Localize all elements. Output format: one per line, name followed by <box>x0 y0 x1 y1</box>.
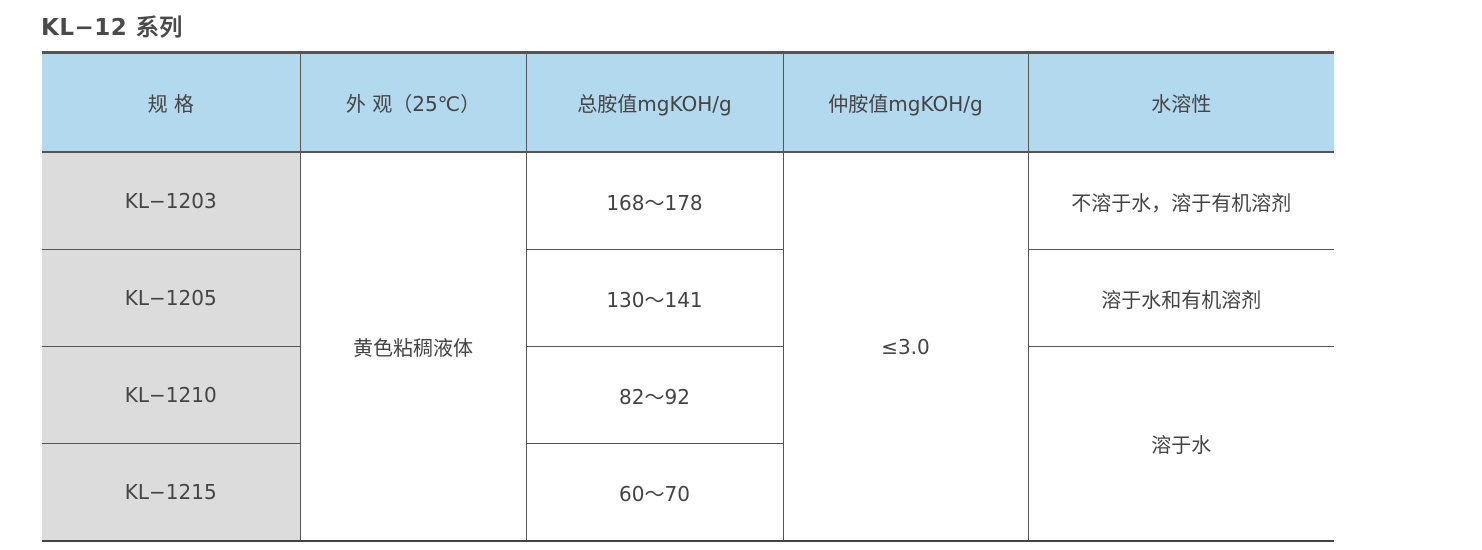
solubility-cell: 溶于水和有机溶剂 <box>1027 249 1334 347</box>
total-amine-cell: 82～92 <box>525 346 783 444</box>
total-amine-cell: 130～141 <box>525 249 783 347</box>
spec-cell: KL−1203 <box>42 152 300 250</box>
total-amine-cell: 168～178 <box>525 152 783 250</box>
solubility-cell: 不溶于水，溶于有机溶剂 <box>1027 152 1334 250</box>
total-amine-cell: 60～70 <box>525 443 783 542</box>
solubility-cell: 溶于水 <box>1027 346 1334 542</box>
page-title: KL−12 系列 <box>41 15 183 41</box>
table-row: KL−1210 82～92 溶于水 <box>42 346 1334 542</box>
header-row: 规 格 外 观（25℃） 总胺值mgKOH/g 仲胺值mgKOH/g 水溶性 <box>42 52 1334 153</box>
appearance-cell: 黄色粘稠液体 <box>299 152 526 542</box>
header-solubility: 水溶性 <box>1027 52 1334 153</box>
secondary-amine-cell: ≤3.0 <box>782 152 1028 542</box>
spec-cell: KL−1210 <box>42 346 300 444</box>
spec-cell: KL−1215 <box>42 443 300 542</box>
header-spec: 规 格 <box>42 52 300 153</box>
spec-cell: KL−1205 <box>42 249 300 347</box>
table-row: KL−1205 130～141 溶于水和有机溶剂 <box>42 249 1334 347</box>
table-row: KL−1203 黄色粘稠液体 168～178 ≤3.0 不溶于水，溶于有机溶剂 <box>42 152 1334 542</box>
header-appearance: 外 观（25℃） <box>299 52 526 153</box>
spec-table: 规 格 外 观（25℃） 总胺值mgKOH/g 仲胺值mgKOH/g 水溶性 K… <box>42 51 1334 542</box>
header-total-amine: 总胺值mgKOH/g <box>525 52 783 153</box>
table-row: KL−1215 60～70 <box>42 443 1334 542</box>
header-secondary-amine: 仲胺值mgKOH/g <box>782 52 1028 153</box>
